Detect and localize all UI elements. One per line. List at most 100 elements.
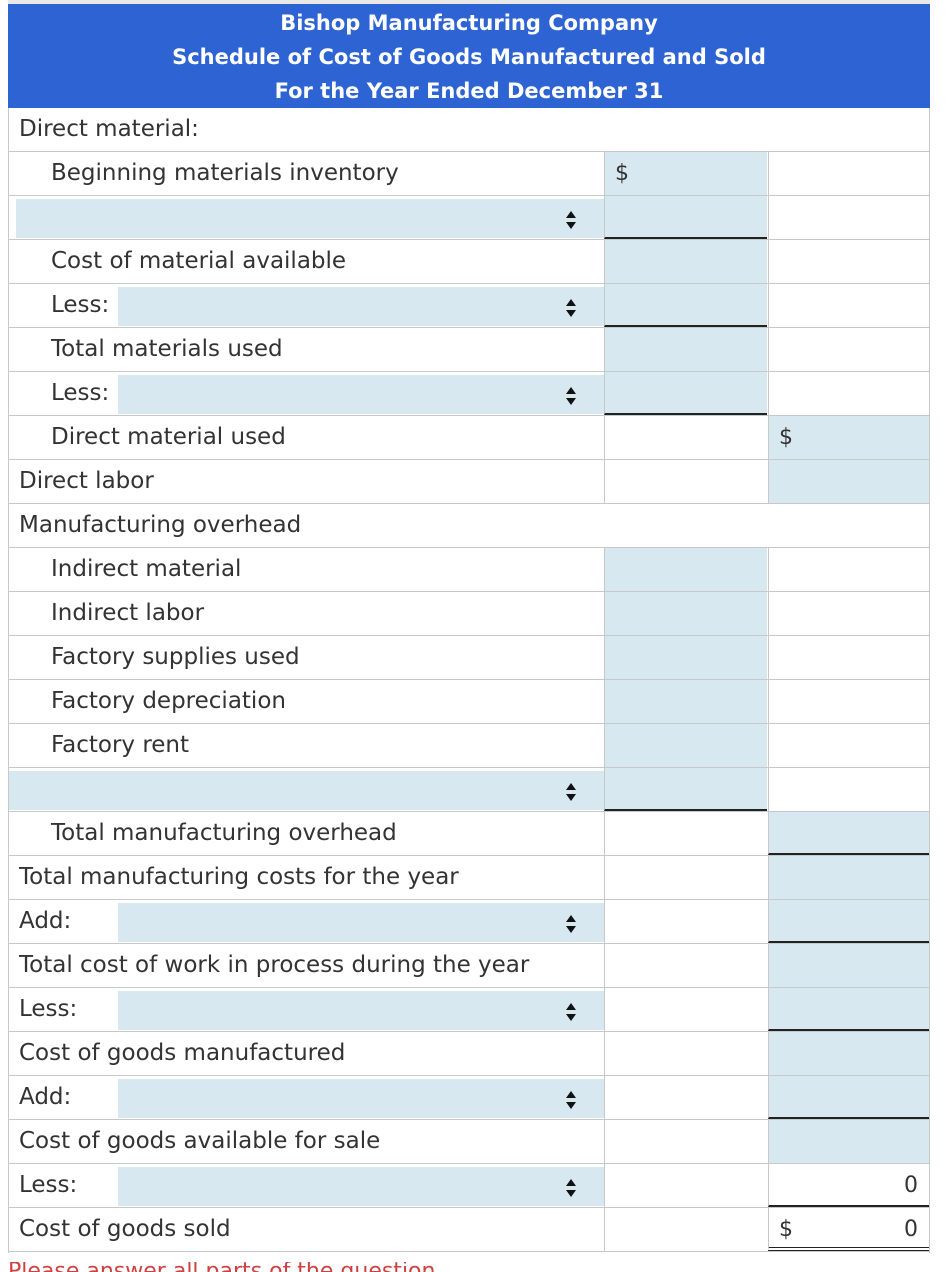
amount-cell-col1[interactable] bbox=[604, 328, 767, 371]
amount-cell-col1[interactable] bbox=[604, 636, 767, 679]
row-lead-label: Less: bbox=[51, 292, 110, 318]
amount-cell-col2 bbox=[768, 636, 930, 679]
select-arrows-icon bbox=[566, 387, 576, 405]
row-label: Cost of goods available for sale bbox=[19, 1128, 381, 1154]
amount-cell-col2 bbox=[768, 724, 930, 767]
amount-cell-col1[interactable] bbox=[604, 592, 767, 635]
schedule-row: Beginning materials inventory $ bbox=[8, 152, 930, 196]
amount-cell-col2[interactable] bbox=[768, 1076, 930, 1119]
schedule-title: Schedule of Cost of Goods Manufactured a… bbox=[172, 45, 766, 69]
amount-cell-col1[interactable] bbox=[604, 724, 767, 767]
amount-cell-col2[interactable] bbox=[768, 944, 930, 987]
select-arrows-icon bbox=[566, 211, 576, 229]
account-select[interactable] bbox=[16, 199, 604, 238]
schedule-row: Less: 0 bbox=[8, 1164, 930, 1208]
row-label: Total manufacturing overhead bbox=[51, 820, 397, 846]
amount-cell-col1[interactable] bbox=[604, 240, 767, 283]
amount-cell-col2[interactable] bbox=[768, 1120, 930, 1163]
row-label: Total manufacturing costs for the year bbox=[19, 864, 459, 890]
row-label: Indirect labor bbox=[51, 600, 205, 626]
table-left-border bbox=[8, 108, 9, 1253]
amount-cell-col2 bbox=[768, 372, 930, 415]
amount-cell-col2 bbox=[768, 240, 930, 283]
schedule-row: Factory supplies used bbox=[8, 636, 930, 680]
amount-cell-col1 bbox=[604, 1164, 767, 1207]
amount-cell-col1 bbox=[604, 1076, 767, 1119]
schedule-row: Direct labor bbox=[8, 460, 930, 504]
account-select[interactable] bbox=[118, 903, 604, 942]
amount-cell-col1[interactable] bbox=[604, 372, 767, 415]
amount-cell-col1 bbox=[604, 1032, 767, 1075]
dollar-sign: $ bbox=[779, 425, 793, 450]
amount-cell-col2[interactable] bbox=[768, 460, 930, 503]
table-right-border bbox=[929, 108, 930, 1253]
amount-cell-col2 bbox=[768, 680, 930, 723]
row-lead-label: Add: bbox=[19, 1084, 72, 1110]
schedule-row: Add: bbox=[8, 900, 930, 944]
schedule-row: Total manufacturing costs for the year bbox=[8, 856, 930, 900]
select-arrows-icon bbox=[566, 299, 576, 317]
account-select[interactable] bbox=[8, 771, 604, 810]
account-select[interactable] bbox=[118, 287, 604, 326]
schedule-row: Cost of material available bbox=[8, 240, 930, 284]
amount-cell-col2 bbox=[768, 328, 930, 371]
schedule-row: Total materials used bbox=[8, 328, 930, 372]
row-label: Cost of goods sold bbox=[19, 1216, 231, 1242]
amount-cell-col1[interactable] bbox=[604, 196, 767, 239]
amount-cell-col1 bbox=[604, 1120, 767, 1163]
amount-cell-col1 bbox=[604, 812, 767, 855]
amount-cell-col1 bbox=[604, 900, 767, 943]
schedule-row: Less: bbox=[8, 988, 930, 1032]
amount-cell-col1[interactable] bbox=[604, 284, 767, 327]
account-select[interactable] bbox=[118, 1167, 604, 1206]
footer-warning: Please answer all parts of the question bbox=[8, 1262, 435, 1272]
row-label: Direct material used bbox=[51, 424, 286, 450]
select-arrows-icon bbox=[566, 783, 576, 801]
account-select[interactable] bbox=[118, 1079, 604, 1118]
schedule-row: Indirect labor bbox=[8, 592, 930, 636]
row-label: Beginning materials inventory bbox=[51, 160, 399, 186]
row-label: Total cost of work in process during the… bbox=[19, 952, 530, 978]
row-label: Cost of goods manufactured bbox=[19, 1040, 346, 1066]
amount-cell-col2[interactable] bbox=[768, 988, 930, 1031]
account-select[interactable] bbox=[118, 375, 604, 414]
row-lead-label: Less: bbox=[19, 1172, 78, 1198]
schedule-period: For the Year Ended December 31 bbox=[274, 79, 664, 103]
amount-cell-col2[interactable] bbox=[768, 856, 930, 899]
schedule-row bbox=[8, 768, 930, 812]
schedule-row: Cost of goods available for sale bbox=[8, 1120, 930, 1164]
amount-cell-col2[interactable] bbox=[768, 812, 930, 855]
amount-cell-col1 bbox=[604, 856, 767, 899]
amount-value: 0 bbox=[904, 1217, 918, 1242]
dollar-sign: $ bbox=[615, 161, 629, 186]
select-arrows-icon bbox=[566, 915, 576, 933]
schedule-row: Less: bbox=[8, 284, 930, 328]
company-name: Bishop Manufacturing Company bbox=[280, 11, 658, 35]
amount-cell-col1[interactable] bbox=[604, 680, 767, 723]
schedule-row: Add: bbox=[8, 1076, 930, 1120]
schedule-header: Bishop Manufacturing Company Schedule of… bbox=[8, 4, 930, 108]
amount-cell-col2: 0 bbox=[768, 1164, 930, 1207]
schedule-row: Total manufacturing overhead bbox=[8, 812, 930, 856]
amount-cell-col2[interactable] bbox=[768, 1032, 930, 1075]
schedule-row: Direct material: bbox=[8, 108, 930, 152]
amount-cell-col2 bbox=[768, 592, 930, 635]
amount-cell-col1[interactable]: $ bbox=[604, 152, 767, 195]
select-arrows-icon bbox=[566, 1179, 576, 1197]
row-lead-label: Add: bbox=[19, 908, 72, 934]
amount-cell-col1 bbox=[604, 988, 767, 1031]
amount-cell-col1[interactable] bbox=[604, 768, 767, 811]
row-label: Total materials used bbox=[51, 336, 283, 362]
schedule-row: Cost of goods sold $0 bbox=[8, 1208, 930, 1252]
schedule-row: Cost of goods manufactured bbox=[8, 1032, 930, 1076]
amount-cell-col2[interactable] bbox=[768, 900, 930, 943]
row-lead-label: Less: bbox=[19, 996, 78, 1022]
amount-cell-col1[interactable] bbox=[604, 548, 767, 591]
account-select[interactable] bbox=[118, 991, 604, 1030]
amount-cell-col1 bbox=[604, 460, 767, 503]
amount-cell-col2 bbox=[768, 768, 930, 811]
amount-cell-col2[interactable]: $ bbox=[768, 416, 930, 459]
schedule-row: Factory rent bbox=[8, 724, 930, 768]
top-border bbox=[8, 0, 930, 4]
select-arrows-icon bbox=[566, 1091, 576, 1109]
